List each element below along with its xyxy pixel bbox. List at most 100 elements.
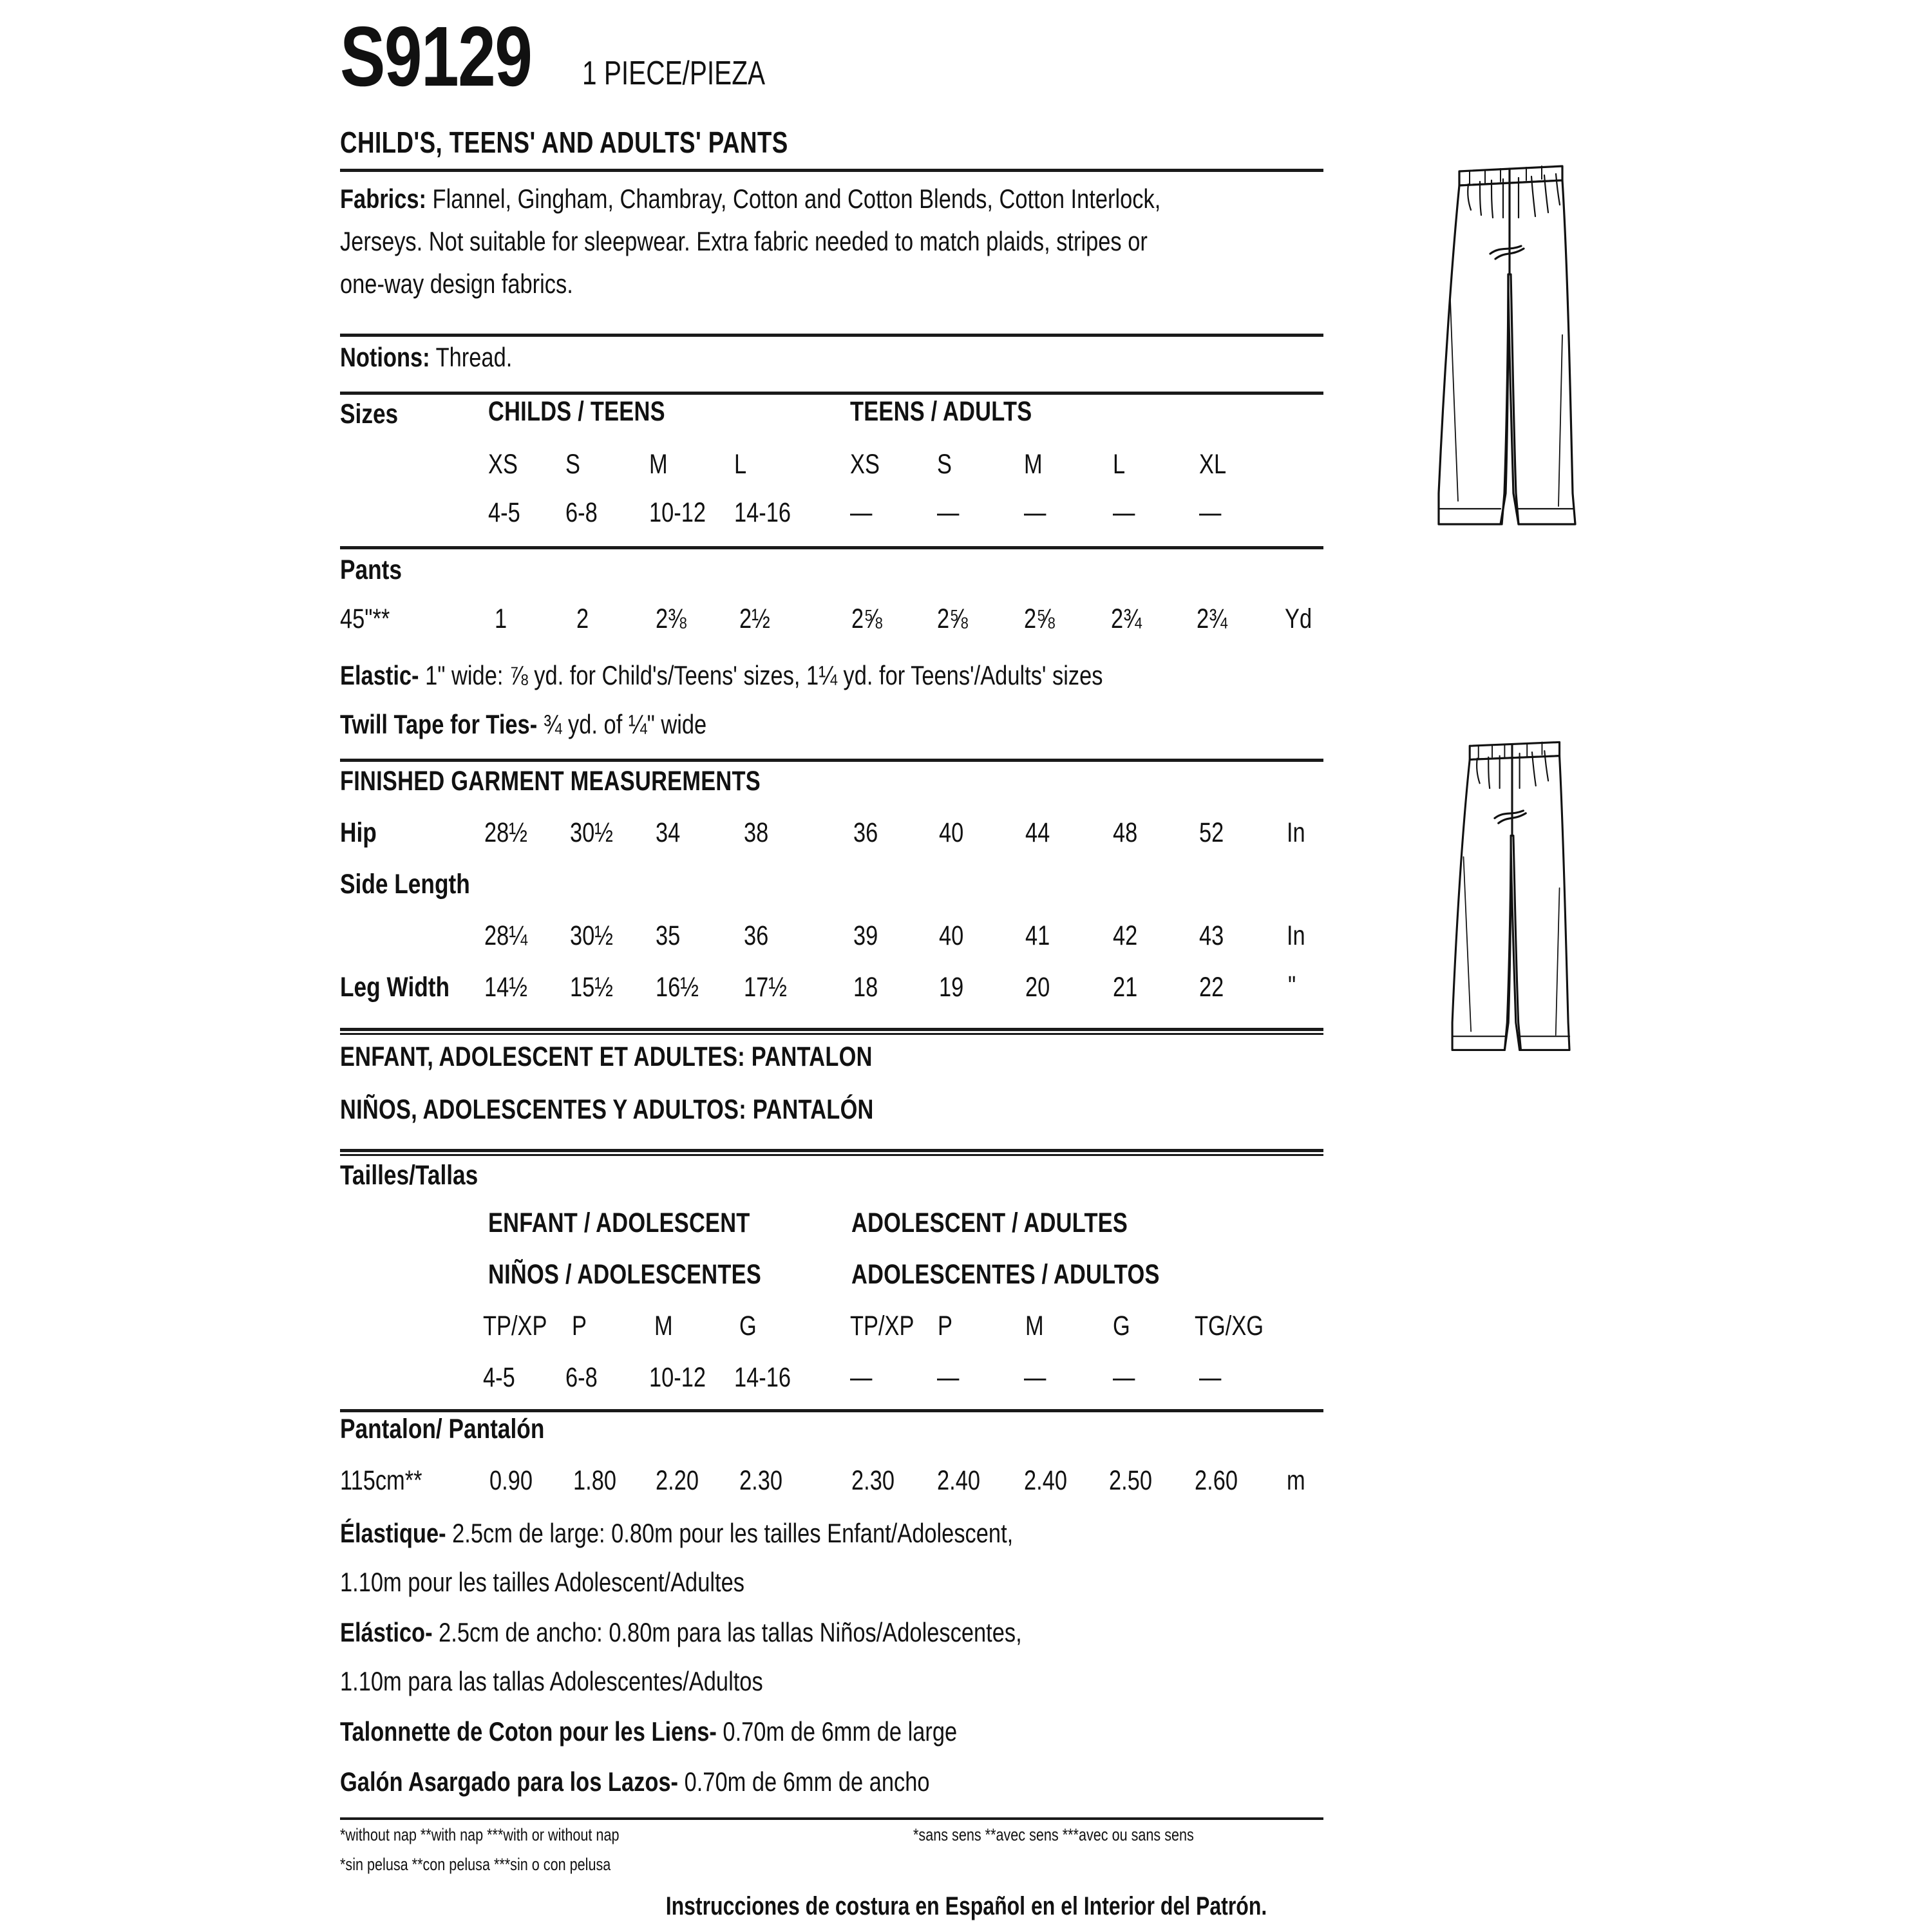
leg-width-value-7: 20 [1025, 972, 1050, 1003]
divider-4 [340, 546, 1323, 549]
sizes-group-teens-adults: TEENS / ADULTS [850, 396, 1032, 427]
page-title: CHILD'S, TEENS' AND ADULTS' PANTS [340, 126, 788, 159]
pants-metric-9: 2.60 [1195, 1465, 1238, 1496]
size-intl-letter-8: G [1113, 1311, 1130, 1341]
sizes-group-childs-teens: CHILDS / TEENS [488, 396, 665, 427]
hip-value-6: 40 [939, 817, 964, 848]
leg-width-value-4: 17½ [744, 972, 787, 1003]
fabric-width-label: 45"** [340, 603, 390, 634]
size-number-1: 4-5 [488, 497, 520, 528]
leg-width-value-3: 16½ [656, 972, 699, 1003]
size-intl-number-1: 4-5 [483, 1362, 515, 1393]
leg-width-value-8: 21 [1113, 972, 1138, 1003]
hip-value-7: 44 [1025, 817, 1050, 848]
divider-7 [340, 1149, 1323, 1156]
size-number-9: — [1199, 497, 1222, 528]
size-number-7: — [1024, 497, 1046, 528]
pants-yardage-7: 2⅝ [1024, 603, 1055, 634]
size-letter-3: M [649, 449, 668, 480]
sizes-intl-label: Tailles/Tallas [340, 1160, 478, 1191]
divider-5 [340, 759, 1323, 762]
pants-metric-6: 2.40 [937, 1465, 980, 1496]
size-number-6: — [937, 497, 960, 528]
pants-yardage-3: 2⅜ [656, 603, 687, 634]
pants-metric-1: 0.90 [489, 1465, 533, 1496]
size-letter-5: XS [850, 449, 880, 480]
metric-width-label: 115cm** [340, 1465, 422, 1496]
sizes-label: Sizes [340, 399, 399, 430]
fabrics-paragraph: Fabrics: Flannel, Gingham, Chambray, Cot… [340, 178, 1164, 305]
divider-9 [340, 1817, 1323, 1820]
size-intl-number-4: 14-16 [734, 1362, 791, 1393]
galon-label: Galón Asargado para los Lazos- [340, 1766, 679, 1797]
size-number-5: — [850, 497, 873, 528]
pants-yardage-8: 2¾ [1111, 603, 1142, 634]
pants-heading: Pants [340, 554, 402, 585]
piece-count: 1 PIECE/PIEZA [582, 55, 765, 92]
size-intl-letter-5: TP/XP [850, 1311, 914, 1341]
pants-yardage-9: 2¾ [1197, 603, 1227, 634]
twill-tape-label: Twill Tape for Ties- [340, 709, 538, 739]
size-letter-1: XS [488, 449, 518, 480]
pants-yardage-5: 2⅝ [851, 603, 882, 634]
size-letter-6: S [937, 449, 952, 480]
elastic-text: 1" wide: ⅞ yd. for Child's/Teens' sizes,… [419, 660, 1103, 690]
hip-value-9: 52 [1199, 817, 1224, 848]
size-intl-number-6: — [937, 1362, 960, 1393]
hip-value-1: 28½ [484, 817, 527, 848]
divider-3 [340, 392, 1323, 395]
fabrics-label: Fabrics: [340, 184, 426, 214]
size-intl-letter-2: P [572, 1311, 587, 1341]
size-intl-number-5: — [850, 1362, 873, 1393]
header: S9129 1 PIECE/PIEZA [340, 14, 817, 99]
size-number-2: 6-8 [565, 497, 598, 528]
hip-value-3: 34 [656, 817, 681, 848]
sizes-group-ninos-adolescentes: NIÑOS / ADOLESCENTES [488, 1259, 762, 1290]
page-title-es: NIÑOS, ADOLESCENTES Y ADULTOS: PANTALÓN [340, 1094, 874, 1125]
talonnette-text: 0.70m de 6mm de large [716, 1716, 958, 1747]
twill-tape-text: ¾ yd. of ¼" wide [537, 709, 707, 739]
size-intl-letter-7: M [1025, 1311, 1044, 1341]
elastico-label: Elástico- [340, 1617, 433, 1647]
sizes-group-adolescentes-adultos: ADOLESCENTES / ADULTOS [851, 1259, 1160, 1290]
pants-metric-3: 2.20 [656, 1465, 699, 1496]
pants-yardage-1: 1 [495, 603, 507, 634]
leg-width-value-5: 18 [853, 972, 878, 1003]
hip-value-5: 36 [853, 817, 878, 848]
pants-yardage-2: 2 [576, 603, 589, 634]
size-letter-2: S [565, 449, 580, 480]
side-length-value-6: 40 [939, 920, 964, 951]
sizes-group-adolescent-adultes: ADOLESCENT / ADULTES [851, 1208, 1128, 1238]
elastico-text-1: 2.5cm de ancho: 0.80m para las tallas Ni… [432, 1617, 1022, 1647]
size-number-8: — [1113, 497, 1135, 528]
elastique-line-2: 1.10m pour les tailles Adolescent/Adulte… [340, 1567, 744, 1597]
elastique-text-1: 2.5cm de large: 0.80m pour les tailles E… [446, 1518, 1014, 1548]
hip-value-8: 48 [1113, 817, 1138, 848]
side-length-unit: In [1287, 920, 1305, 951]
talonnette-line: Talonnette de Coton pour les Liens- 0.70… [340, 1718, 957, 1745]
side-length-value-8: 42 [1113, 920, 1138, 951]
row-label-hip: Hip [340, 817, 377, 848]
pattern-number: S9129 [340, 9, 533, 104]
elastic-line: Elastic- 1" wide: ⅞ yd. for Child's/Teen… [340, 662, 1103, 689]
footnote-fr: *sans sens **avec sens ***avec ou sans s… [913, 1825, 1194, 1844]
size-letter-4: L [734, 449, 747, 480]
galon-line: Galón Asargado para los Lazos- 0.70m de … [340, 1768, 930, 1795]
sizes-group-enfant-adolescent: ENFANT / ADOLESCENT [488, 1208, 750, 1238]
pants-long-front-view-illustration [1437, 165, 1577, 526]
size-number-3: 10-12 [649, 497, 706, 528]
elastique-label: Élastique- [340, 1518, 446, 1548]
size-intl-letter-9: TG/XG [1195, 1311, 1264, 1341]
size-intl-letter-1: TP/XP [483, 1311, 547, 1341]
size-intl-number-7: — [1024, 1362, 1046, 1393]
footnote-es: *sin pelusa **con pelusa ***sin o con pe… [340, 1855, 611, 1874]
row-label-leg-width: Leg Width [340, 972, 450, 1003]
pants-yardage-4: 2½ [739, 603, 770, 634]
pants-yardage-unit: Yd [1285, 603, 1312, 634]
divider-1 [340, 169, 1323, 172]
elastique-line-1: Élastique- 2.5cm de large: 0.80m pour le… [340, 1520, 1013, 1547]
hip-unit: In [1287, 817, 1305, 848]
hip-value-2: 30½ [570, 817, 613, 848]
pants-metric-5: 2.30 [851, 1465, 895, 1496]
finished-measurements-heading: FINISHED GARMENT MEASUREMENTS [340, 766, 761, 797]
